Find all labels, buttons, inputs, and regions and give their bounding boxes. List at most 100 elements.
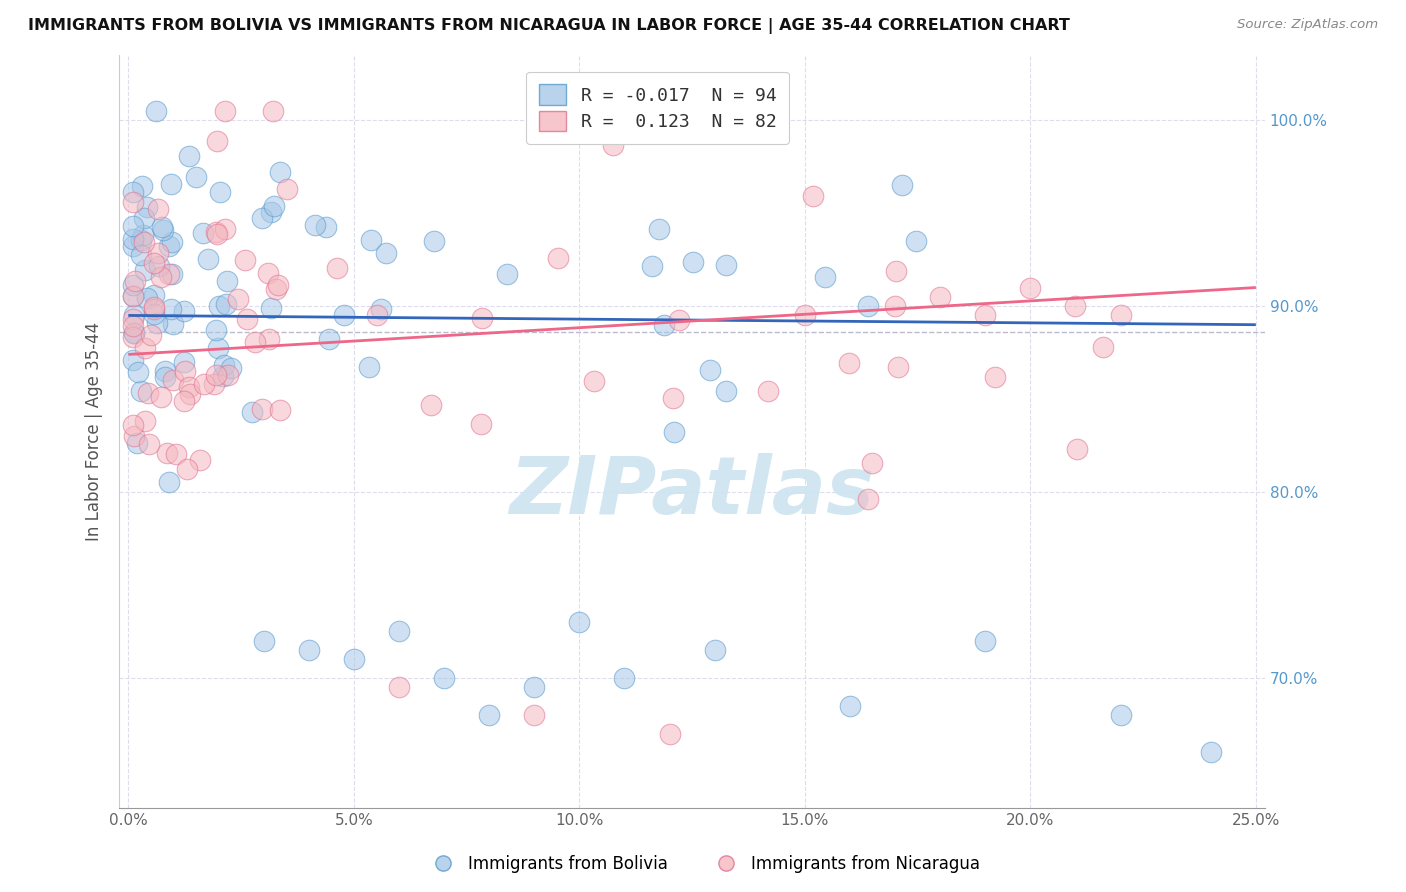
Point (1109, 309, 1132, 323)
Point (121, 289, 143, 303)
Point (131, 179, 153, 194)
Point (143, 255, 166, 269)
Point (662, 391, 685, 405)
Text: IMMIGRANTS FROM BOLIVIA VS IMMIGRANTS FROM NICARAGUA IN LABOR FORCE | AGE 35-44 : IMMIGRANTS FROM BOLIVIA VS IMMIGRANTS FR… (28, 18, 1070, 34)
Point (160, 302, 183, 317)
Point (160, 235, 183, 249)
Point (173, 303, 195, 318)
Point (260, 301, 283, 316)
Point (211, 369, 233, 384)
Legend: Immigrants from Bolivia, Immigrants from Nicaragua: Immigrants from Bolivia, Immigrants from… (419, 848, 987, 880)
Point (127, 365, 149, 379)
Point (884, 264, 907, 278)
Point (703, 643, 725, 657)
Point (269, 403, 291, 417)
Point (366, 308, 388, 322)
Point (793, 309, 815, 323)
Point (243, 334, 266, 349)
Point (904, 234, 927, 248)
Point (177, 380, 200, 394)
Point (262, 103, 284, 118)
Point (433, 671, 456, 685)
Point (146, 202, 169, 216)
Point (568, 615, 591, 629)
Point (125, 435, 148, 450)
Point (146, 317, 169, 331)
Point (304, 219, 326, 233)
Point (212, 358, 235, 372)
Point (259, 332, 281, 346)
Point (142, 300, 165, 314)
Point (162, 318, 184, 332)
Point (471, 310, 494, 325)
Point (138, 437, 160, 451)
Point (190, 452, 212, 467)
Point (470, 417, 492, 431)
Point (136, 386, 159, 401)
Point (205, 134, 228, 148)
Point (202, 377, 225, 392)
Point (173, 355, 195, 369)
Point (240, 405, 263, 419)
Point (150, 220, 173, 235)
Point (613, 671, 636, 685)
Point (333, 309, 356, 323)
Point (252, 401, 274, 416)
Point (177, 149, 200, 163)
Point (814, 270, 837, 285)
Point (583, 374, 606, 388)
Point (121, 288, 143, 302)
Point (150, 270, 173, 285)
Point (208, 299, 231, 313)
Point (139, 327, 162, 342)
Point (1199, 745, 1222, 759)
Point (205, 225, 228, 239)
Point (648, 222, 671, 236)
Point (357, 359, 380, 374)
Point (156, 446, 179, 460)
Point (129, 384, 152, 398)
Point (205, 368, 228, 383)
Point (122, 429, 145, 443)
Point (121, 318, 143, 333)
Point (478, 708, 501, 723)
Point (157, 239, 180, 253)
Point (523, 708, 546, 723)
Point (160, 267, 183, 281)
Point (838, 355, 860, 369)
Point (207, 341, 229, 355)
Point (162, 374, 184, 388)
Point (134, 341, 156, 355)
Point (668, 313, 690, 327)
Point (602, 137, 624, 152)
Point (257, 266, 280, 280)
Point (374, 246, 396, 260)
Point (159, 177, 181, 191)
Point (252, 633, 274, 648)
Point (891, 178, 914, 192)
Point (641, 259, 664, 273)
Point (121, 278, 143, 293)
Point (233, 253, 256, 268)
Point (388, 680, 411, 694)
Point (122, 326, 145, 340)
Point (1109, 708, 1132, 723)
Point (152, 223, 174, 237)
Point (1019, 280, 1042, 294)
Point (157, 475, 180, 489)
Point (157, 267, 180, 281)
Point (121, 353, 143, 368)
Point (1064, 299, 1087, 313)
Point (682, 255, 704, 269)
Point (887, 360, 910, 375)
Point (193, 376, 215, 391)
Point (121, 219, 143, 234)
Point (974, 309, 997, 323)
Point (129, 233, 152, 247)
Point (250, 211, 273, 225)
Point (121, 239, 143, 253)
Point (269, 165, 291, 179)
Point (191, 226, 214, 240)
Point (165, 447, 187, 461)
Point (495, 267, 517, 281)
